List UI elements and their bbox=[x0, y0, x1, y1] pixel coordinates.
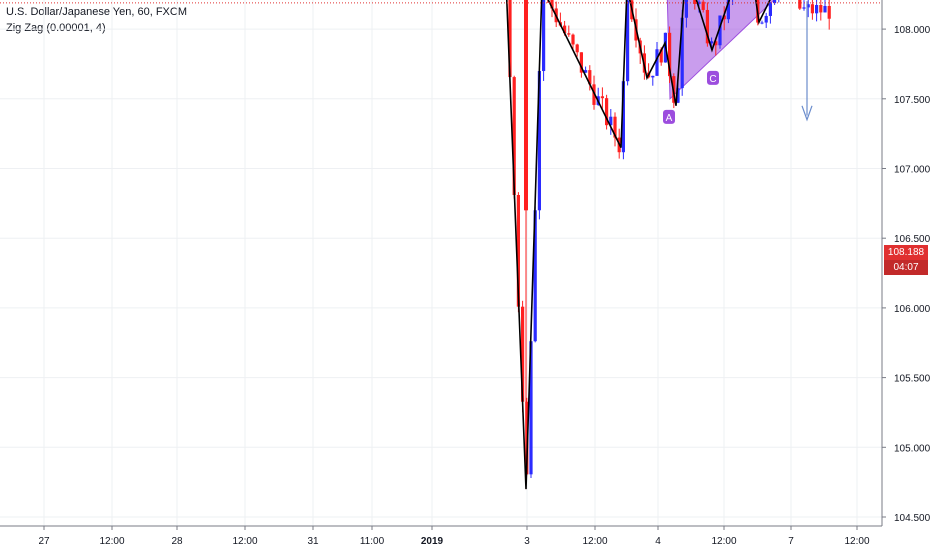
candle-body bbox=[693, 0, 697, 4]
candle-body bbox=[579, 52, 583, 73]
candle-body bbox=[714, 41, 718, 46]
y-tick-label: 105.000 bbox=[894, 443, 931, 454]
candle-body bbox=[537, 71, 541, 211]
candle-body bbox=[768, 3, 772, 16]
candle-body bbox=[525, 401, 529, 475]
y-tick-label: 104.500 bbox=[894, 513, 931, 524]
rising-wedge-pattern bbox=[666, 0, 775, 100]
pattern-labels: ABCD bbox=[663, 70, 719, 124]
candle-body bbox=[705, 9, 709, 44]
candle-body bbox=[588, 70, 592, 85]
x-tick-label: 4 bbox=[655, 536, 661, 547]
candle-body bbox=[827, 5, 831, 19]
candles bbox=[508, 0, 831, 490]
y-tick-label: 106.500 bbox=[894, 234, 931, 245]
candle-body bbox=[584, 70, 588, 73]
candle-body bbox=[521, 306, 525, 402]
pattern-label: A bbox=[666, 113, 673, 124]
y-tick-label: 107.500 bbox=[894, 95, 931, 106]
candle-body bbox=[600, 96, 604, 99]
candle-body bbox=[512, 77, 516, 195]
x-tick-label: 11:00 bbox=[360, 536, 385, 547]
candle-body bbox=[626, 0, 630, 82]
zigzag-line bbox=[505, 0, 771, 490]
x-tick-label: 28 bbox=[171, 536, 183, 547]
pattern-label: C bbox=[709, 74, 716, 85]
x-tick-label: 12:00 bbox=[844, 536, 869, 547]
last-price-tag: 108.188 bbox=[884, 245, 928, 260]
x-tick-label: 3 bbox=[524, 536, 530, 547]
candle-body bbox=[659, 49, 663, 63]
candle-body bbox=[605, 98, 609, 126]
countdown-tag: 04:07 bbox=[884, 260, 928, 275]
arrow-head bbox=[801, 105, 813, 122]
candle-body bbox=[710, 41, 714, 44]
indicator-label: Zig Zag (0.00001, 4) bbox=[6, 22, 106, 34]
wedge-shape bbox=[666, 0, 775, 100]
candle-body bbox=[529, 341, 533, 475]
chart-title: U.S. Dollar/Japanese Yen, 60, FXCM bbox=[6, 6, 187, 18]
y-tick-label: 106.000 bbox=[894, 304, 931, 315]
candle-body bbox=[609, 116, 613, 126]
candle-body bbox=[571, 34, 575, 45]
candle-body bbox=[810, 4, 814, 14]
x-tick-label: 31 bbox=[307, 536, 319, 547]
candle-body bbox=[613, 116, 617, 138]
x-tick-label: 7 bbox=[788, 536, 794, 547]
candle-body bbox=[802, 7, 806, 9]
candle-body bbox=[651, 75, 655, 78]
candle-body bbox=[773, 0, 777, 4]
x-tick-label: 12:00 bbox=[582, 536, 607, 547]
candle-body bbox=[760, 22, 764, 24]
candle-body bbox=[798, 0, 802, 9]
candle-body bbox=[668, 32, 672, 77]
candle-body bbox=[508, 0, 512, 78]
candle-body bbox=[815, 5, 819, 14]
candle-body bbox=[516, 194, 520, 307]
x-tick-label: 12:00 bbox=[711, 536, 736, 547]
y-tick-label: 105.500 bbox=[894, 374, 931, 385]
candle-body bbox=[575, 44, 579, 53]
x-tick-label: 12:00 bbox=[232, 536, 257, 547]
zigzag-indicator bbox=[505, 0, 771, 490]
candle-body bbox=[676, 88, 680, 103]
candle-body bbox=[722, 15, 726, 20]
candle-body bbox=[621, 81, 625, 153]
candle-body bbox=[764, 15, 768, 23]
pattern-label-bg bbox=[707, 70, 719, 85]
candle-body bbox=[806, 4, 810, 8]
candle-body bbox=[563, 25, 567, 34]
y-tick-label: 108.000 bbox=[894, 25, 931, 36]
candle-body bbox=[550, 0, 554, 9]
candle-body bbox=[524, 0, 528, 211]
y-tick-label: 107.000 bbox=[894, 165, 931, 176]
candle-body bbox=[680, 17, 684, 89]
x-tick-label: 2019 bbox=[421, 536, 444, 547]
candle-body bbox=[533, 210, 537, 342]
candle-body bbox=[592, 84, 596, 105]
candle-body bbox=[655, 49, 659, 76]
candle-body bbox=[542, 0, 546, 72]
candle-body bbox=[684, 0, 688, 18]
projection-arrow bbox=[801, 1, 813, 122]
candle-body bbox=[701, 1, 705, 10]
candle-body bbox=[567, 33, 571, 35]
x-tick-label: 12:00 bbox=[99, 536, 124, 547]
candle-body bbox=[819, 5, 823, 13]
candle-body bbox=[718, 15, 722, 46]
x-tick-label: 27 bbox=[38, 536, 50, 547]
pattern-label-bg bbox=[663, 109, 675, 124]
candle-body bbox=[726, 0, 730, 20]
candle-body bbox=[823, 5, 827, 13]
chart-grid bbox=[0, 0, 882, 526]
